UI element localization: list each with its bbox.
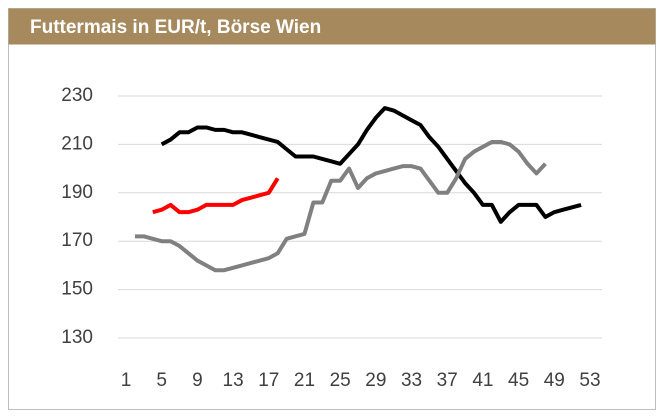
y-tick-label: 210 xyxy=(61,133,93,154)
series-line xyxy=(152,177,280,215)
series-line xyxy=(160,106,582,224)
x-tick-label: 29 xyxy=(365,370,386,391)
y-tick-label: 230 xyxy=(61,85,93,106)
x-tick-label: 37 xyxy=(437,370,458,391)
x-tick-label: 13 xyxy=(223,370,244,391)
x-tick-label: 5 xyxy=(156,370,167,391)
x-tick-label: 41 xyxy=(472,370,493,391)
x-tick-label: 21 xyxy=(294,370,315,391)
y-tick-label: 190 xyxy=(61,182,93,203)
series-line xyxy=(134,139,547,273)
y-tick-label: 150 xyxy=(61,279,93,300)
x-tick-label: 49 xyxy=(544,370,565,391)
x-tick-label: 1 xyxy=(121,370,132,391)
chart-title: Futtermais in EUR/t, Börse Wien xyxy=(30,17,321,38)
x-tick-label: 45 xyxy=(508,370,529,391)
x-tick-label: 53 xyxy=(579,370,600,391)
x-tick-label: 9 xyxy=(192,370,203,391)
chart-frame xyxy=(8,8,656,410)
x-tick-label: 33 xyxy=(401,370,422,391)
x-tick-label: 25 xyxy=(330,370,351,391)
x-tick-label: 17 xyxy=(258,370,279,391)
y-tick-label: 170 xyxy=(61,230,93,251)
title-bar xyxy=(8,8,656,45)
y-tick-label: 130 xyxy=(61,327,93,348)
